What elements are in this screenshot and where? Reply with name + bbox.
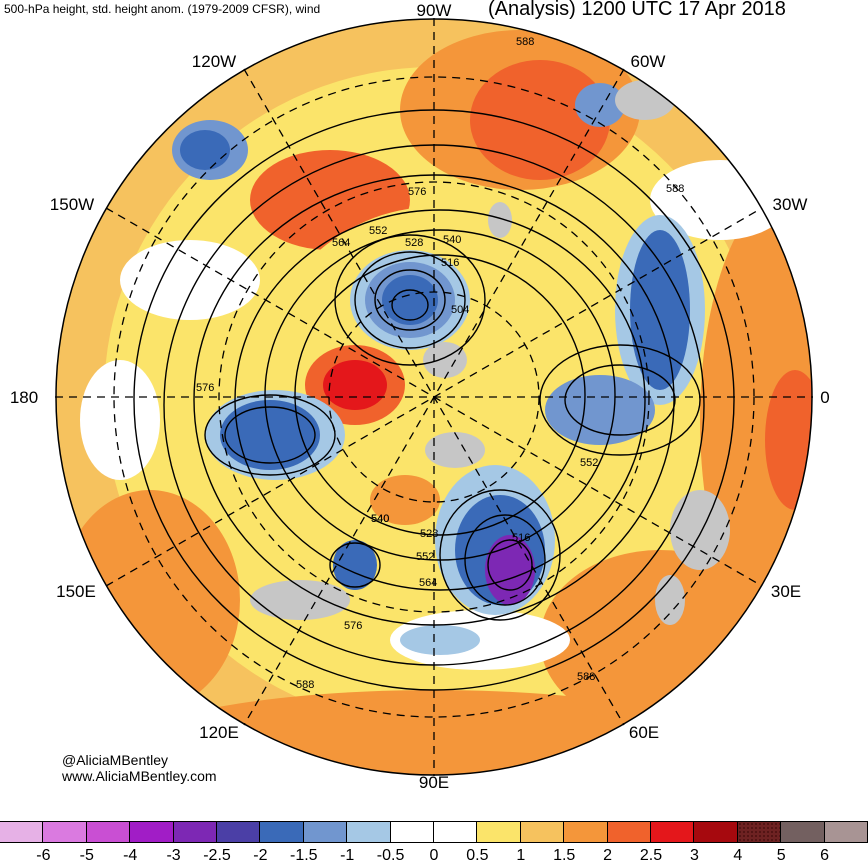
colorbar-swatch — [390, 821, 434, 843]
colorbar-swatch — [520, 821, 565, 843]
colorbar-tick-label: 3 — [689, 847, 699, 864]
contour-label: 576 — [408, 186, 426, 198]
colorbar-swatch — [737, 821, 782, 843]
lon-label-60w: 60W — [631, 52, 666, 71]
contour-label: 552 — [580, 457, 598, 469]
contour-label: 540 — [443, 234, 461, 246]
colorbar-swatch — [477, 821, 521, 843]
colorbar-swatch — [130, 821, 174, 843]
contour-label: 588 — [296, 679, 314, 691]
colorbar-tick-label: -3 — [166, 847, 181, 864]
colorbar-swatch — [173, 821, 217, 843]
colorbar-tick-label: 0 — [429, 847, 439, 864]
colorbar-swatch — [303, 821, 348, 843]
contour-label: 528 — [420, 528, 438, 540]
contour-label: 588 — [666, 183, 684, 195]
contour-label: 564 — [419, 577, 437, 589]
lon-label-120w: 120W — [192, 52, 236, 71]
lon-label-0: 0 — [820, 388, 829, 407]
colorbar-tick-label: 2 — [603, 847, 613, 864]
colorbar-tick-label: 5 — [776, 847, 786, 864]
colorbar: -6 -5 -4 -3 -2.5 -2 -1.5 -1 -0.5 0 0.5 1 1.5 2 2.5 3 4 5 6 — [0, 821, 868, 865]
colorbar-tick-label: 1 — [516, 847, 526, 864]
colorbar-tick-label: -0.5 — [376, 847, 405, 864]
map-border — [55, 18, 813, 776]
colorbar-tick-label: 6 — [820, 847, 830, 864]
lon-label-150w: 150W — [50, 195, 94, 214]
contour-label: 564 — [332, 237, 350, 249]
polar-map: 90W 60W 30W 0 30E 60E 90E 120E 150E 180 … — [10, 1, 830, 792]
colorbar-swatch — [694, 821, 738, 843]
longitude-labels: 90W 60W 30W 0 30E 60E 90E 120E 150E 180 … — [10, 1, 830, 792]
contour-label: 504 — [451, 304, 469, 316]
colorbar-swatch — [217, 821, 261, 843]
colorbar-tick-label: 4 — [733, 847, 743, 864]
colorbar-tick-label: -5 — [79, 847, 94, 864]
lon-label-180: 180 — [10, 388, 38, 407]
lon-label-60e: 60E — [629, 723, 659, 742]
lon-label-150e: 150E — [56, 582, 96, 601]
contour-label: 516 — [512, 532, 530, 544]
colorbar-swatch — [347, 821, 391, 843]
colorbar-tick-label: 0.5 — [466, 847, 489, 864]
lon-label-30w: 30W — [773, 195, 808, 214]
lon-label-120e: 120E — [199, 723, 239, 742]
contour-label: 552 — [416, 551, 434, 563]
colorbar-swatch — [564, 821, 608, 843]
graticule — [55, 18, 813, 776]
colorbar-tick-label: -2.5 — [203, 847, 231, 864]
colorbar-swatch — [260, 821, 304, 843]
contour-label: 540 — [371, 513, 389, 525]
contour-labels: 588 588 576 564 552 540 528 516 504 540 … — [196, 36, 684, 691]
colorbar-tick-label: -2 — [253, 847, 268, 864]
contour-label: 576 — [344, 620, 362, 632]
contour-label: 516 — [441, 257, 459, 269]
credit-handle: @AliciaMBentley — [62, 752, 169, 768]
contour-label: 552 — [369, 225, 387, 237]
colorbar-tick-label: -1.5 — [290, 847, 318, 864]
colorbar-tick-label: -4 — [123, 847, 138, 864]
right-title: (Analysis) 1200 UTC 17 Apr 2018 — [488, 0, 786, 20]
contour-label: 588 — [516, 36, 534, 48]
colorbar-swatch — [824, 821, 868, 843]
colorbar-swatch — [781, 821, 825, 843]
colorbar-tick-label: -1 — [340, 847, 355, 864]
colorbar-swatch — [651, 821, 695, 843]
colorbar-swatch — [434, 821, 478, 843]
colorbar-tick-label: 2.5 — [639, 847, 663, 864]
left-title: 500-hPa height, std. height anom. (1979-… — [4, 2, 321, 16]
colorbar-tick-label: -6 — [36, 847, 51, 864]
lon-label-90w: 90W — [417, 1, 452, 20]
contour-label: 540 — [371, 513, 389, 525]
colorbar-swatch — [43, 821, 87, 843]
contour-label: 528 — [405, 237, 423, 249]
lon-label-90e: 90E — [419, 773, 449, 792]
contour-label: 576 — [196, 382, 214, 394]
contour-label: 588 — [577, 671, 595, 683]
colorbar-tick-label: 1.5 — [553, 847, 576, 864]
colorbar-swatch — [86, 821, 131, 843]
colorbar-swatch — [0, 821, 44, 843]
credit-website: www.AliciaMBentley.com — [62, 768, 217, 784]
colorbar-swatch — [607, 821, 651, 843]
lon-label-30e: 30E — [771, 582, 801, 601]
